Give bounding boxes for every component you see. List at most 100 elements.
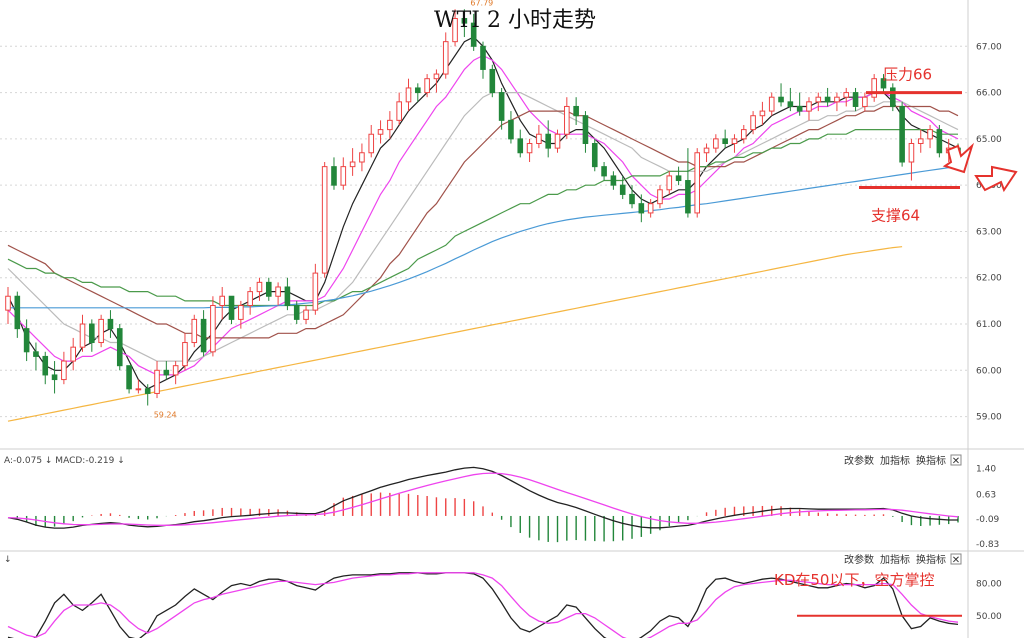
candle	[331, 157, 337, 190]
candle	[5, 286, 11, 325]
down-right-arrow-icon	[942, 142, 975, 174]
price-tick-label: 60.00	[976, 366, 1002, 376]
price-axis: 67.0066.0065.0064.0063.0062.0061.0060.00…	[976, 42, 1002, 422]
candle	[284, 277, 291, 311]
candle	[657, 185, 663, 209]
candle	[377, 120, 384, 144]
candle	[685, 148, 691, 218]
candle	[98, 314, 104, 348]
moving-average-line	[7, 36, 959, 390]
edit-params-button[interactable]: 改参数	[844, 454, 874, 467]
candle	[396, 92, 402, 125]
candle	[340, 157, 347, 190]
k-line	[7, 572, 959, 638]
candle	[843, 87, 850, 107]
price-tick-label: 59.00	[976, 413, 1002, 423]
kd-add-indicator-button[interactable]: 加指标	[880, 553, 910, 566]
candle	[713, 134, 719, 153]
candle	[666, 171, 673, 195]
macd-tick-label: -0.09	[976, 515, 1000, 525]
candle	[405, 78, 412, 112]
candle	[564, 97, 570, 139]
candle	[359, 143, 365, 172]
candle	[210, 296, 216, 357]
candle	[834, 92, 840, 112]
candle	[880, 74, 887, 93]
price-tick-label: 66.00	[976, 89, 1002, 99]
candle	[116, 324, 123, 371]
macd-tick-label: -0.83	[976, 540, 999, 550]
kd-tick-label: 80.00	[976, 580, 1002, 590]
add-indicator-button[interactable]: 加指标	[880, 454, 910, 467]
candle	[42, 351, 49, 385]
candle	[778, 83, 784, 107]
right-arrow-icon	[974, 165, 1018, 193]
candle	[489, 64, 496, 98]
candle	[70, 337, 76, 371]
candle	[387, 111, 393, 139]
candle	[228, 295, 235, 325]
candle	[182, 333, 188, 371]
candle	[442, 32, 449, 79]
macd-close-button[interactable]	[950, 454, 962, 466]
candle	[191, 314, 198, 348]
candle	[452, 9, 458, 47]
candle	[554, 129, 561, 153]
candle	[573, 97, 579, 125]
candle	[238, 300, 244, 329]
candle	[415, 83, 421, 102]
price-annotation: 59.24	[154, 410, 177, 419]
candle	[275, 282, 281, 306]
price-tick-label: 63.00	[976, 227, 1002, 237]
macd-header: A:-0.075 ↓ MACD:-0.219 ↓	[4, 456, 125, 466]
candle	[144, 384, 151, 406]
candle	[51, 361, 58, 394]
candle	[61, 351, 67, 385]
dea-line	[7, 472, 959, 526]
candle	[740, 124, 747, 144]
candle	[675, 166, 682, 186]
candle	[796, 92, 803, 116]
candle	[908, 138, 915, 181]
candle	[824, 87, 831, 107]
candle	[647, 199, 654, 218]
candle	[172, 361, 179, 385]
candle	[433, 69, 440, 93]
candle	[890, 83, 896, 112]
candle	[303, 305, 309, 325]
candle	[731, 134, 738, 153]
candle	[23, 319, 30, 362]
moving-average-line	[7, 129, 958, 307]
macd-axis: 1.40 0.63 -0.09 -0.83	[976, 465, 1000, 550]
candle	[200, 310, 207, 357]
candle	[517, 129, 524, 158]
candle	[312, 263, 319, 315]
candle	[582, 111, 589, 153]
kd-lines	[7, 572, 959, 638]
candle	[526, 138, 533, 163]
candle	[33, 342, 39, 371]
candle	[321, 162, 328, 278]
candle	[619, 175, 626, 200]
support-label: 支撑64	[871, 206, 920, 224]
candle	[852, 87, 859, 112]
kd-close-button[interactable]	[950, 553, 962, 565]
switch-indicator-button[interactable]: 换指标	[916, 454, 946, 467]
candle	[424, 74, 430, 98]
d-line	[7, 572, 959, 638]
candle	[163, 361, 170, 380]
candle	[79, 314, 86, 352]
resistance-label: 压力66	[883, 66, 932, 84]
candle	[601, 162, 607, 181]
kd-switch-indicator-button[interactable]: 换指标	[916, 553, 946, 566]
kd-tools: 改参数 加指标 换指标 ✕	[844, 553, 962, 566]
candle	[629, 185, 635, 209]
candle	[265, 277, 272, 301]
moving-average-line	[8, 165, 959, 309]
close-icon: ✕	[952, 456, 960, 467]
candle	[768, 92, 775, 116]
kd-tick-label: 50.00	[976, 612, 1002, 622]
kd-edit-params-button[interactable]: 改参数	[844, 553, 874, 566]
